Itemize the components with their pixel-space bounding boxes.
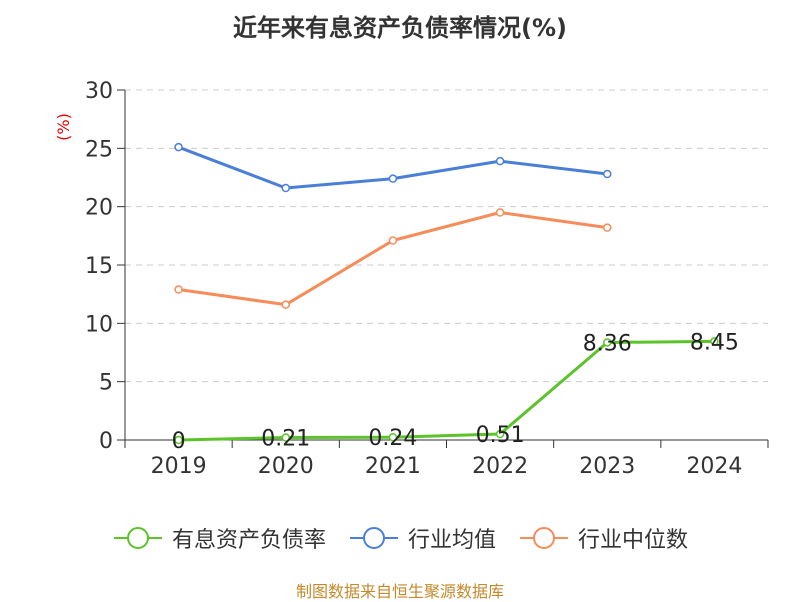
data-label: 0.21 xyxy=(261,427,310,452)
data-point xyxy=(174,435,183,445)
legend-label: 行业均值 xyxy=(407,528,496,553)
legend-line-marker-icon xyxy=(349,527,398,549)
data-point xyxy=(174,285,183,294)
data-point xyxy=(281,433,290,442)
legend-label: 有息资产负债率 xyxy=(171,528,326,553)
chart-title: 近年来有息资产负债率情况(%) xyxy=(233,14,567,42)
x-tick-label: 2019 xyxy=(151,454,207,479)
data-point xyxy=(710,337,719,346)
data-point xyxy=(603,169,612,179)
legend-line-marker-icon xyxy=(113,527,162,549)
data-label: 8.36 xyxy=(583,331,632,356)
data-label: 0.24 xyxy=(368,426,417,451)
data-label: 8.45 xyxy=(690,330,739,355)
legend-item-industry-median[interactable]: 行业中位数 xyxy=(518,522,688,554)
y-tick-label: 20 xyxy=(85,196,113,221)
series-line xyxy=(178,211,608,307)
data-point xyxy=(388,174,398,183)
y-tick-label: 15 xyxy=(85,254,113,279)
series-line xyxy=(178,339,715,442)
x-tick-label: 2024 xyxy=(686,454,742,479)
data-point xyxy=(281,183,290,193)
data-label: 0 xyxy=(172,429,186,454)
data-point xyxy=(495,208,505,217)
y-tick-label: 5 xyxy=(99,371,113,396)
data-point xyxy=(281,300,290,309)
y-tick-label: 30 xyxy=(85,79,113,104)
y-tick-label: 25 xyxy=(85,137,113,162)
data-point xyxy=(495,429,505,439)
data-point xyxy=(603,338,612,347)
x-tick-label: 2022 xyxy=(472,454,528,479)
legend-line-marker-icon xyxy=(520,527,568,549)
data-point xyxy=(603,223,612,232)
legend: 有息资产负债率 行业均值 行业中位数 xyxy=(0,520,800,556)
legend-label: 行业中位数 xyxy=(578,528,689,553)
data-point xyxy=(388,236,398,245)
x-tick-label: 2021 xyxy=(365,454,421,479)
x-tick-label: 2020 xyxy=(258,454,314,479)
legend-item-industry-mean[interactable]: 行业均值 xyxy=(348,522,496,554)
data-point xyxy=(388,432,398,442)
data-point xyxy=(495,156,505,166)
data-label: 0.51 xyxy=(476,423,525,448)
data-point xyxy=(174,142,183,152)
x-tick-label: 2023 xyxy=(579,454,635,479)
y-tick-label: 10 xyxy=(85,312,113,337)
y-tick-label: 0 xyxy=(99,429,113,454)
legend-item-interest-debt-ratio[interactable]: 有息资产负债率 xyxy=(112,522,326,554)
data-source-note: 制图数据来自恒生聚源数据库 xyxy=(295,582,504,601)
